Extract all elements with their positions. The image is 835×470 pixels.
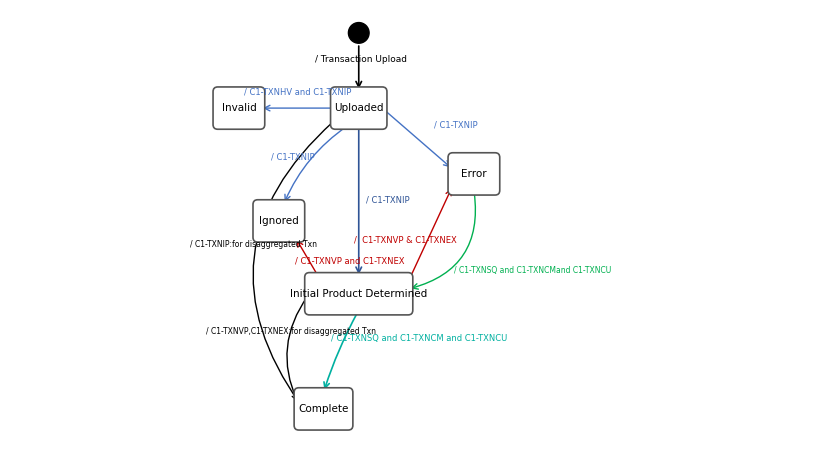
Text: Ignored: Ignored xyxy=(259,216,299,226)
FancyBboxPatch shape xyxy=(253,200,305,242)
Text: / C1-TXNIP: / C1-TXNIP xyxy=(271,153,315,162)
Text: Uploaded: Uploaded xyxy=(334,103,383,113)
FancyBboxPatch shape xyxy=(213,87,265,129)
Text: / Transaction Upload: / Transaction Upload xyxy=(315,55,407,64)
Text: / C1-TXNVP,C1-TXNEX:for disaggregated Txn: / C1-TXNVP,C1-TXNEX:for disaggregated Tx… xyxy=(206,327,376,336)
Text: Invalid: Invalid xyxy=(221,103,256,113)
Text: Error: Error xyxy=(461,169,487,179)
Text: / C1-TXNSQ and C1-TXNCM and C1-TXNCU: / C1-TXNSQ and C1-TXNCM and C1-TXNCU xyxy=(331,334,507,343)
Text: / C1-TXNHV and C1-TXNIP: / C1-TXNHV and C1-TXNIP xyxy=(244,87,352,96)
FancyBboxPatch shape xyxy=(448,153,500,195)
FancyBboxPatch shape xyxy=(294,388,353,430)
Text: / C1-TXNIP:for disaggregated Txn: / C1-TXNIP:for disaggregated Txn xyxy=(190,240,316,249)
Text: Complete: Complete xyxy=(298,404,349,414)
FancyBboxPatch shape xyxy=(305,273,412,315)
Circle shape xyxy=(348,23,369,43)
Text: / C1-TXNIP: / C1-TXNIP xyxy=(434,120,478,129)
Text: / C1-TXNSQ and C1-TXNCMand C1-TXNCU: / C1-TXNSQ and C1-TXNCMand C1-TXNCU xyxy=(454,266,611,274)
Text: / C1-TXNIP: / C1-TXNIP xyxy=(366,195,409,204)
Text: / C1-TXNVP and C1-TXNEX: / C1-TXNVP and C1-TXNEX xyxy=(296,256,405,266)
Text: /  C1-TXNVP & C1-TXNEX: / C1-TXNVP & C1-TXNEX xyxy=(354,235,457,244)
Text: Initial Product Determined: Initial Product Determined xyxy=(290,289,428,299)
FancyBboxPatch shape xyxy=(331,87,387,129)
